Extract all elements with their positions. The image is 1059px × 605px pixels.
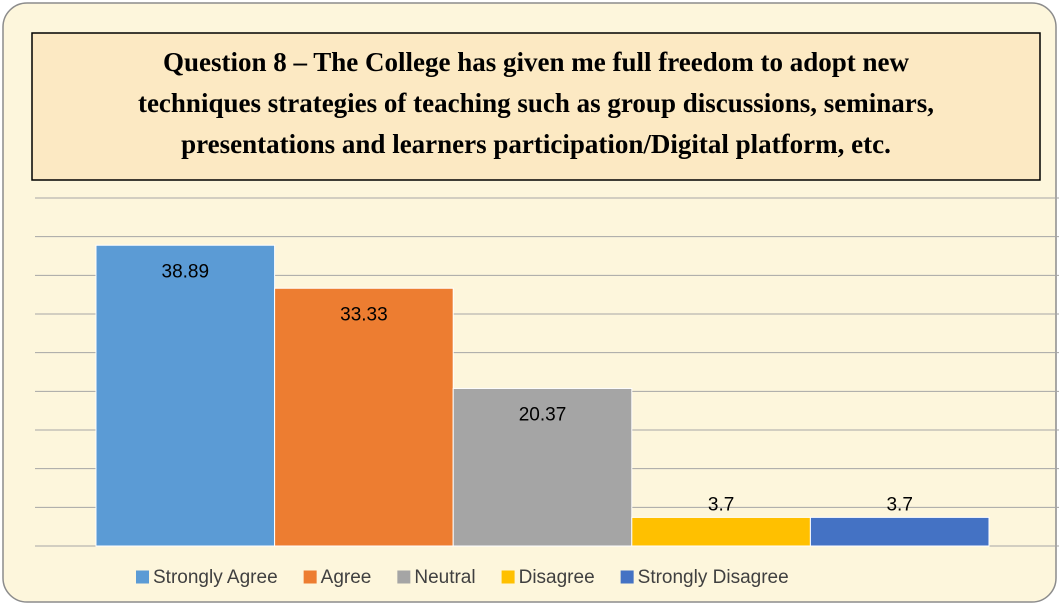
title-box <box>31 32 1041 181</box>
data-label: 3.7 <box>708 494 734 515</box>
bar <box>452 387 633 547</box>
data-label: 20.37 <box>519 404 567 425</box>
data-label: 3.7 <box>886 494 912 515</box>
chart-title: Question 8 – The College has given me fu… <box>163 47 909 77</box>
legend-swatch <box>303 570 317 584</box>
legend-label: Agree <box>321 567 372 588</box>
legend-swatch <box>501 570 515 584</box>
chart-title: presentations and learners participation… <box>181 129 891 159</box>
legend-swatch <box>397 570 411 584</box>
bar <box>631 516 811 547</box>
data-label: 38.89 <box>162 261 210 282</box>
legend-label: Strongly Disagree <box>638 567 789 588</box>
bar <box>95 244 276 547</box>
bar <box>274 287 454 547</box>
legend-swatch <box>136 570 149 584</box>
legend-label: Disagree <box>519 567 595 588</box>
chart-title: techniques strategies of teaching such a… <box>138 88 934 118</box>
data-label: 33.33 <box>340 304 388 325</box>
bar <box>809 516 990 547</box>
legend-swatch <box>620 570 634 584</box>
legend-label: Neutral <box>414 567 475 588</box>
legend-label: Strongly Agree <box>153 567 278 588</box>
